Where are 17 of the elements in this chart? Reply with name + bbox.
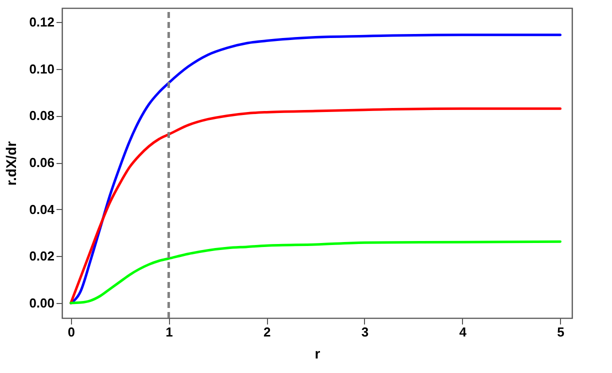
line-series [70,107,562,304]
y-tick-label: 0.10 [29,61,54,76]
y-tick-label: 0.02 [29,248,54,264]
y-tick-label: 0.00 [29,296,54,311]
y-axis-title: r.dX/dr [3,140,20,186]
x-tick-label: 0 [68,324,75,340]
line-series [70,240,562,304]
y-tick-label: 0.04 [29,202,56,217]
x-tick-label: 1 [166,324,173,340]
y-tick-label: 0.08 [29,108,54,124]
x-axis-title: r [314,346,321,362]
y-tick-label: 0.12 [29,14,54,30]
x-tick-label: 3 [361,324,369,340]
x-tick-label: 2 [263,324,271,340]
y-tick-label: 0.06 [29,155,54,170]
x-tick-label: 5 [557,324,564,340]
x-tick-label: 4 [459,324,468,340]
